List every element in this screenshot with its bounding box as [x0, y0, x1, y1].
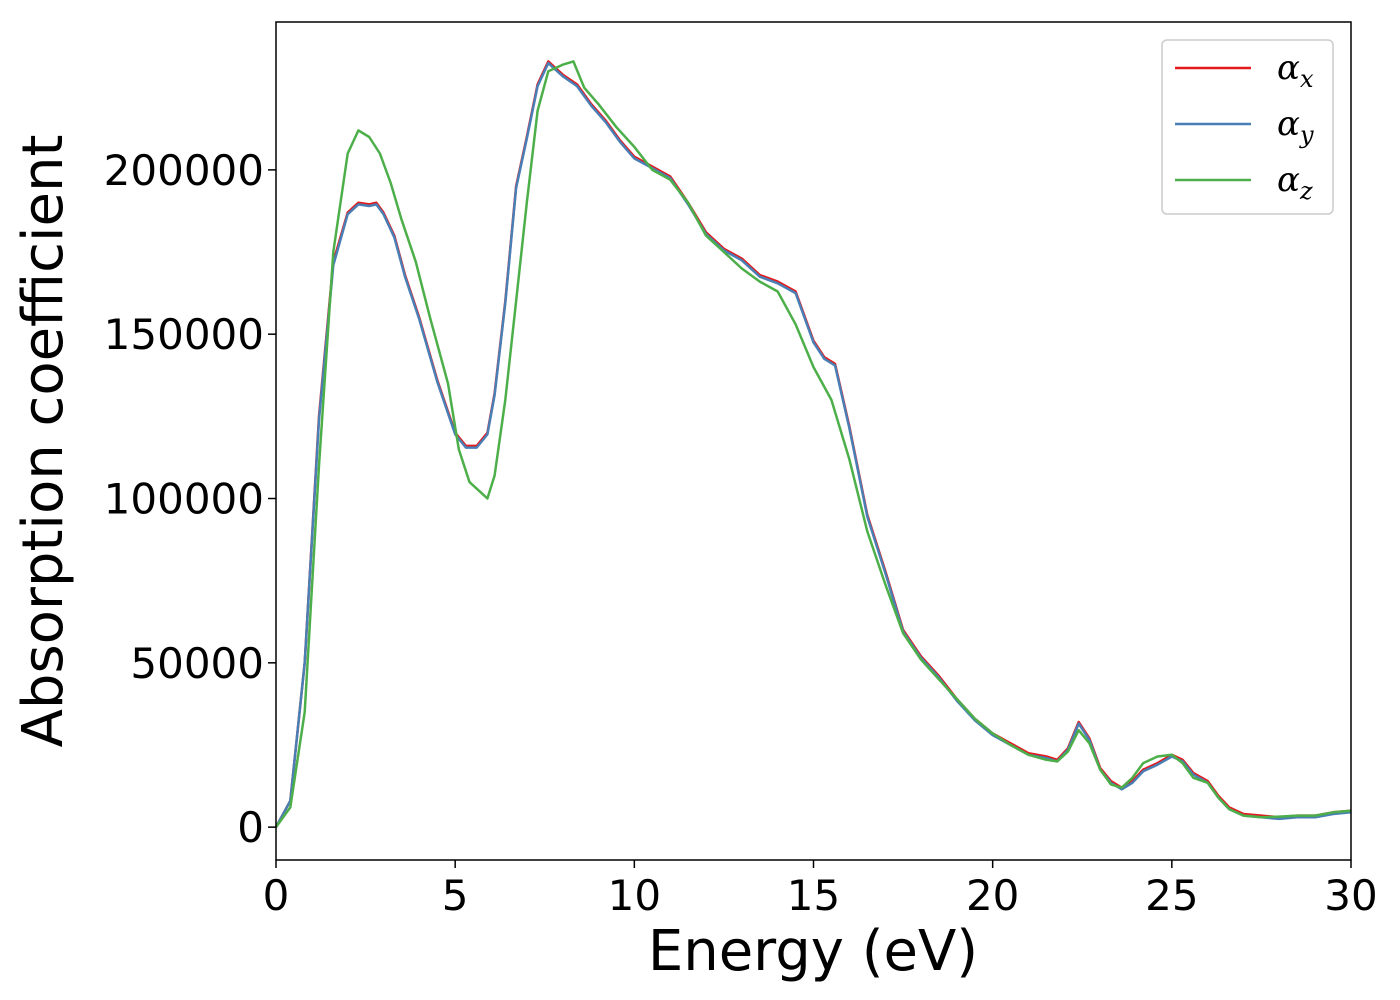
y-axis: 0 50000 100000 150000 200000 [104, 146, 276, 852]
x-tick-label: 30 [1324, 871, 1377, 920]
series-layer [274, 60, 1352, 828]
y-axis-title: Absorption coefficient [11, 135, 76, 748]
series-line-z [274, 60, 1352, 828]
y-tick-label: 0 [237, 803, 264, 852]
x-tick-label: 5 [442, 871, 469, 920]
x-axis-title: Energy (eV) [648, 919, 978, 984]
x-tick-label: 20 [966, 871, 1019, 920]
y-tick-label: 150000 [104, 310, 264, 359]
x-axis: 0 5 10 15 20 25 30 [263, 860, 1378, 920]
legend-box [1161, 39, 1334, 215]
legend: αx αy αz [1161, 39, 1334, 215]
x-tick-label: 25 [1145, 871, 1198, 920]
y-tick-label: 100000 [104, 475, 264, 524]
x-tick-label: 0 [263, 871, 290, 920]
y-tick-label: 200000 [104, 146, 264, 195]
series-line-y [274, 61, 1352, 828]
x-tick-label: 10 [608, 871, 661, 920]
legend-label-y: αy [1277, 104, 1314, 149]
legend-label-z: αz [1277, 160, 1313, 205]
y-tick-label: 50000 [130, 639, 264, 688]
legend-label-x: αx [1277, 48, 1314, 93]
x-tick-label: 15 [787, 871, 840, 920]
